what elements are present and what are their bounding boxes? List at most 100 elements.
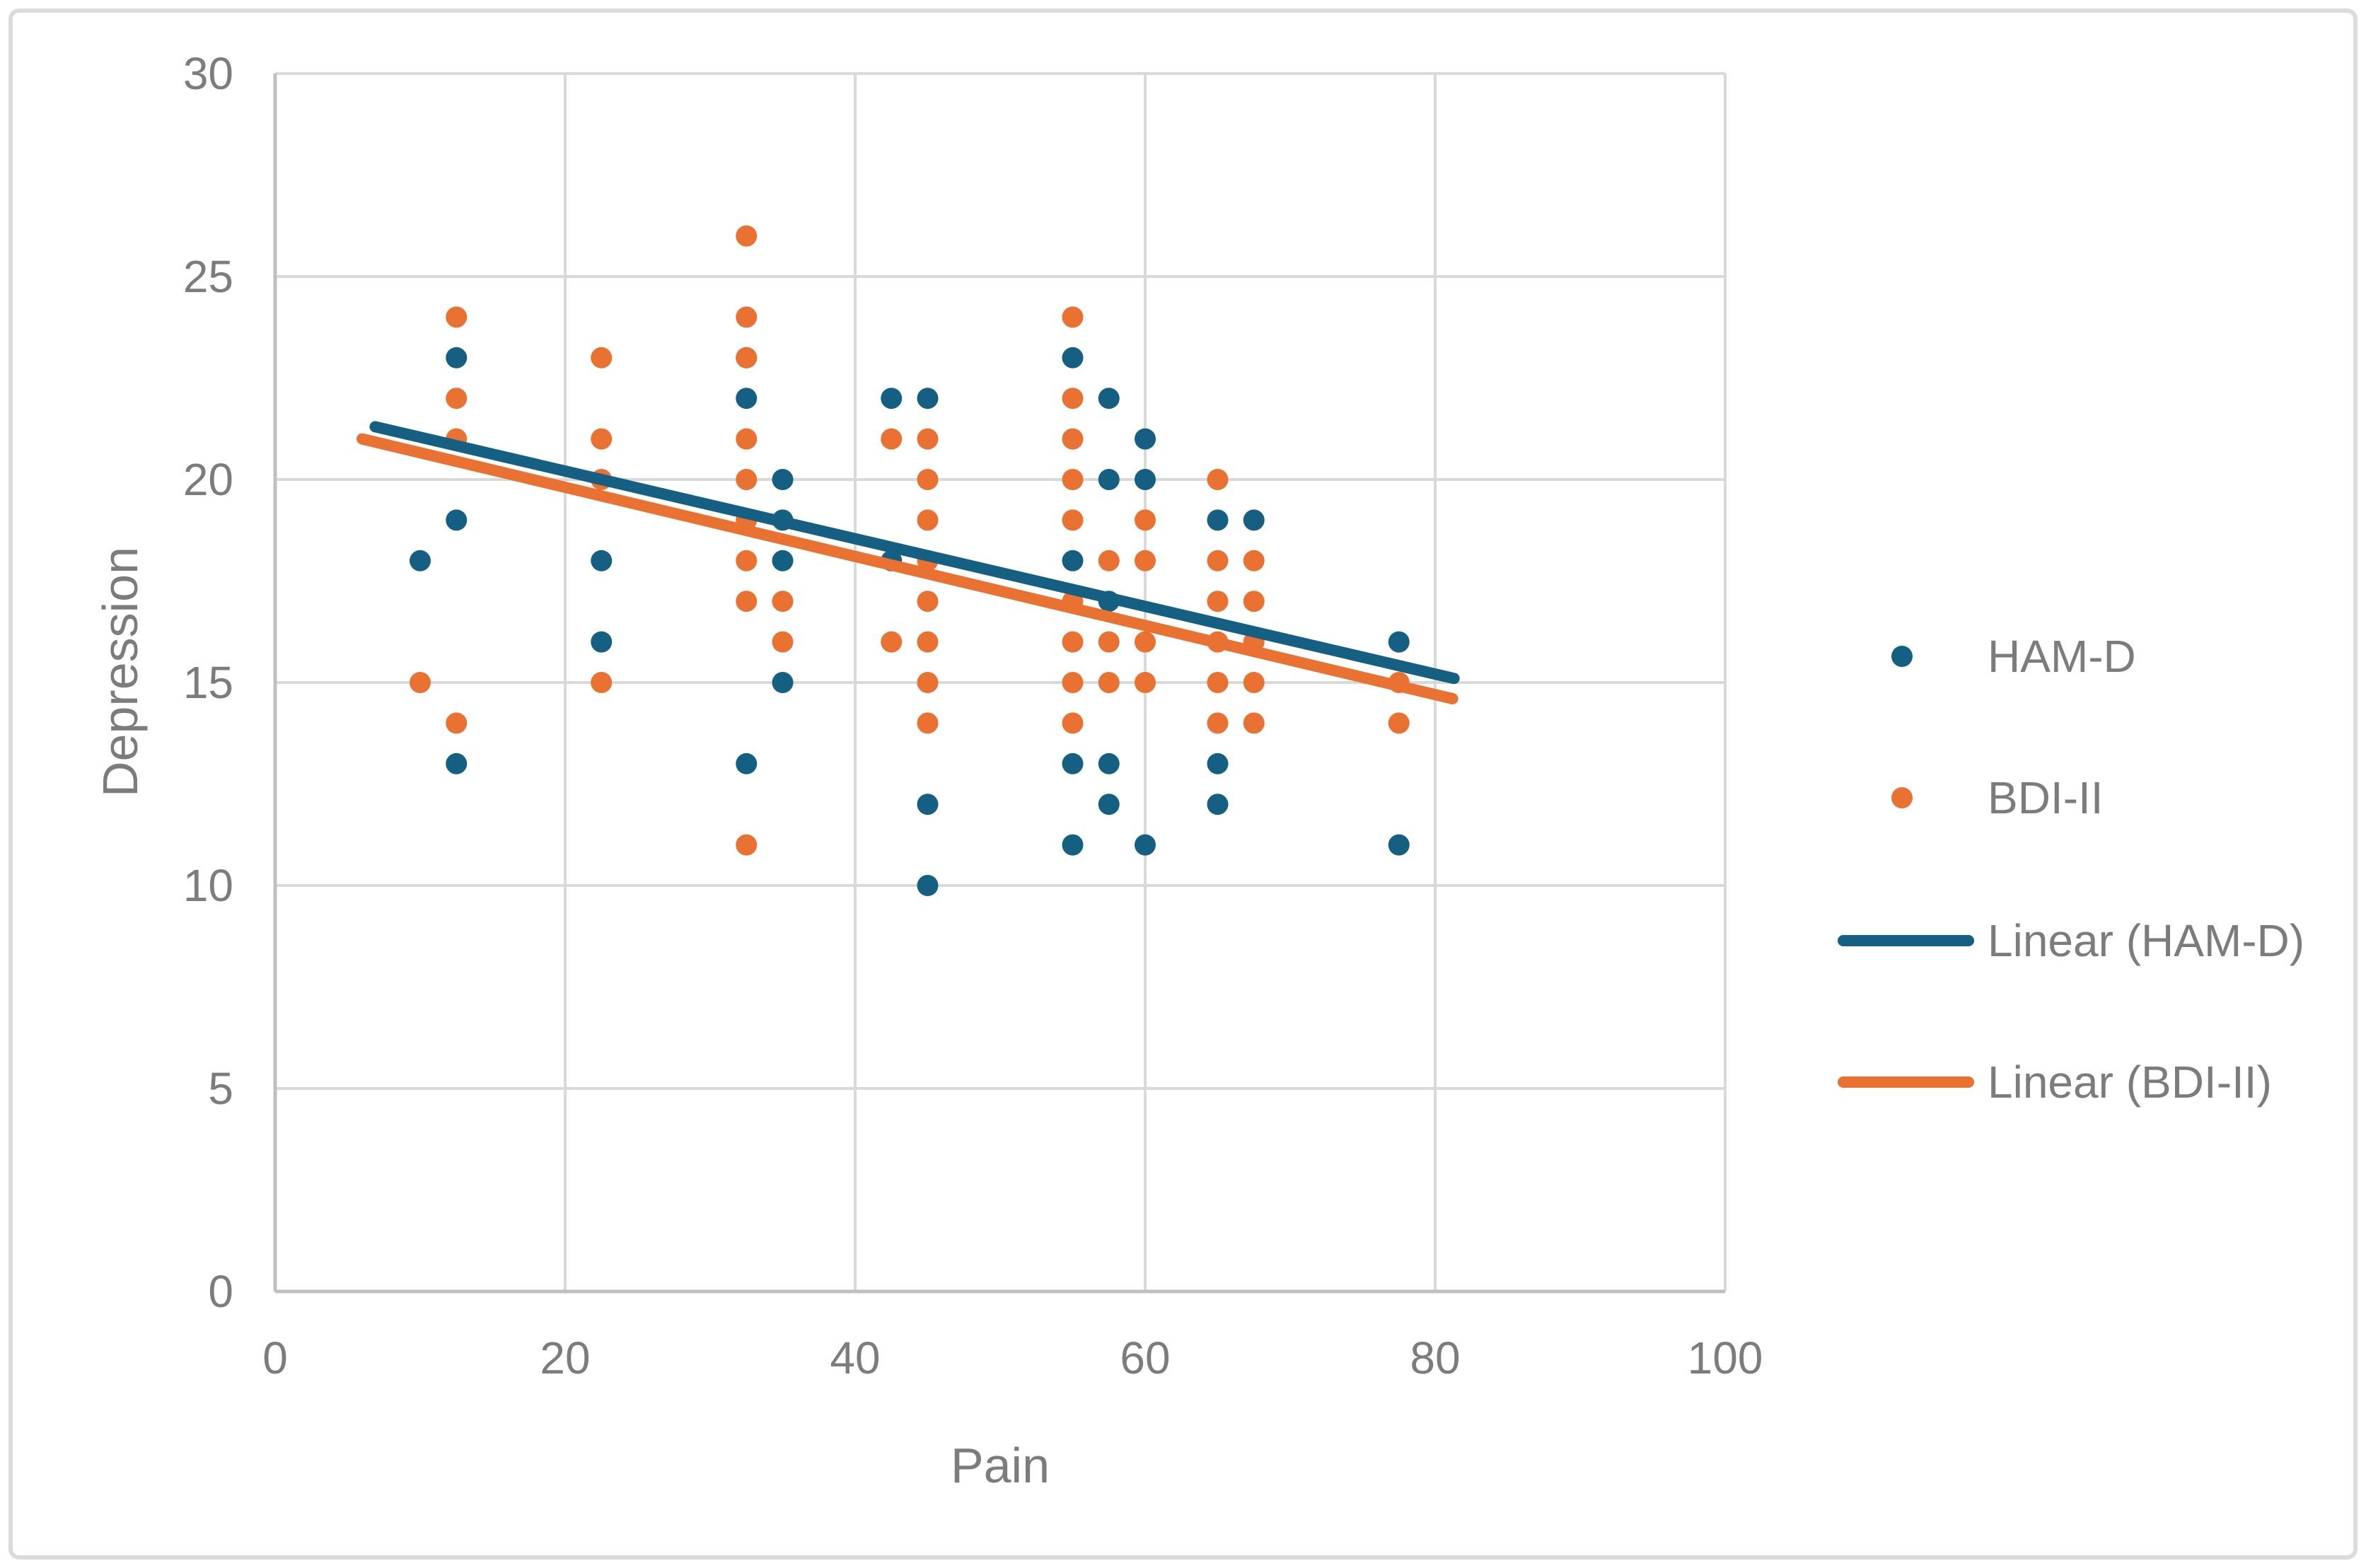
data-point [1243, 591, 1265, 612]
data-point [1207, 672, 1229, 693]
data-point [881, 428, 903, 450]
x-tick-label: 60 [1120, 1332, 1170, 1383]
data-point [1207, 712, 1229, 734]
data-point [917, 591, 939, 612]
data-point [772, 672, 794, 693]
data-point [772, 591, 794, 612]
data-point [591, 672, 613, 693]
data-point [446, 306, 468, 328]
series-ham-d [410, 347, 1410, 896]
data-point [1388, 712, 1410, 734]
data-point [1207, 591, 1229, 612]
legend-item-linear-ham-d: Linear (HAM-D) [1838, 915, 2304, 966]
legend-item-bdi-ii: BDI-II [1891, 772, 2104, 823]
x-tick-label: 80 [1410, 1332, 1460, 1383]
data-point [1243, 550, 1265, 571]
data-point [736, 347, 758, 368]
trendlines [356, 421, 1460, 704]
data-point [1062, 712, 1084, 734]
data-point [1098, 631, 1120, 653]
x-tick-label: 40 [830, 1332, 880, 1383]
data-point [1062, 834, 1084, 856]
data-point [1388, 631, 1410, 653]
data-point [1098, 469, 1120, 490]
legend-label-ham-d: HAM-D [1988, 631, 2136, 682]
y-axis-title: Depression [93, 547, 148, 797]
data-point [410, 550, 431, 571]
data-point [1243, 509, 1265, 531]
data-point [881, 631, 903, 653]
legend-item-linear-bdi-ii: Linear (BDI-II) [1838, 1057, 2272, 1108]
x-tick-label: 0 [262, 1332, 288, 1383]
data-point [1207, 753, 1229, 774]
data-point [591, 347, 613, 368]
data-point [1388, 834, 1410, 856]
x-axis-title: Pain [951, 1438, 1050, 1493]
data-point [446, 509, 468, 531]
data-point [1098, 672, 1120, 693]
data-point [917, 388, 939, 410]
y-tick-label: 25 [183, 251, 233, 302]
data-point [917, 875, 939, 896]
gridlines [275, 72, 1727, 1291]
data-point [917, 712, 939, 734]
data-point [1062, 550, 1084, 571]
data-point [1062, 631, 1084, 653]
data-point [1098, 753, 1120, 774]
data-point [1135, 631, 1156, 653]
data-point [1062, 388, 1084, 410]
data-point [1207, 550, 1229, 571]
tick-labels: 0 20 40 60 80 100 0 5 10 15 20 25 30 [183, 48, 1763, 1383]
data-point [772, 631, 794, 653]
data-point [1207, 794, 1229, 815]
axis-lines [273, 74, 1725, 1294]
legend-label-linear-bdi-ii: Linear (BDI-II) [1988, 1057, 2272, 1108]
data-point [1098, 794, 1120, 815]
data-point [736, 225, 758, 247]
data-point [1062, 509, 1084, 531]
data-point [1062, 753, 1084, 774]
data-points [410, 225, 1410, 896]
x-tick-label: 100 [1688, 1332, 1763, 1383]
x-tick-label: 20 [540, 1332, 590, 1383]
data-point [1098, 388, 1120, 410]
data-point [446, 712, 468, 734]
y-tick-label: 15 [183, 657, 233, 708]
data-point [881, 388, 903, 410]
data-point [917, 469, 939, 490]
legend: HAM-D BDI-II Linear (HAM-D) Linear (BDI-… [1838, 631, 2304, 1108]
data-point [1062, 672, 1084, 693]
data-point [1135, 509, 1156, 531]
data-point [1062, 347, 1084, 368]
data-point [736, 834, 758, 856]
y-tick-label: 10 [183, 860, 233, 911]
data-point [1243, 712, 1265, 734]
data-point [1243, 672, 1265, 693]
data-point [591, 428, 613, 450]
trendline [356, 433, 1459, 704]
data-point [736, 388, 758, 410]
data-point [1062, 428, 1084, 450]
y-tick-label: 30 [183, 48, 233, 99]
y-tick-label: 20 [183, 454, 233, 505]
trendline [369, 421, 1460, 685]
data-point [772, 469, 794, 490]
data-point [772, 550, 794, 571]
data-point [917, 631, 939, 653]
data-point [1135, 672, 1156, 693]
data-point [917, 794, 939, 815]
y-tick-label: 0 [208, 1266, 233, 1317]
data-point [1098, 550, 1120, 571]
data-point [1135, 834, 1156, 856]
data-point [736, 753, 758, 774]
data-point [917, 672, 939, 693]
data-point [736, 591, 758, 612]
data-point [1062, 469, 1084, 490]
bdi-ii-marker-icon [1891, 787, 1913, 808]
data-point [1135, 428, 1156, 450]
data-point [446, 388, 468, 410]
data-point [591, 550, 613, 571]
data-point [1062, 306, 1084, 328]
